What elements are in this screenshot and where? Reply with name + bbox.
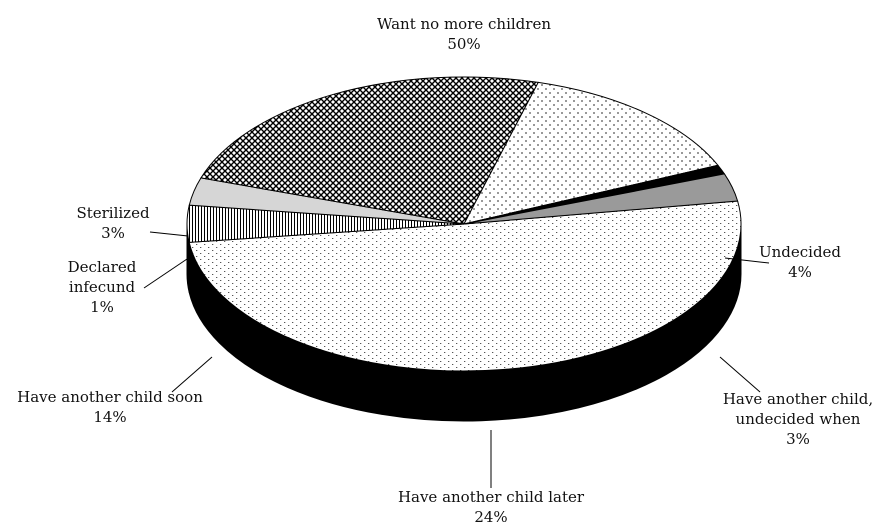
pie-slice-3	[200, 76, 540, 225]
slice-label-1: Undecided 4%	[759, 243, 841, 281]
pie-slice-6	[463, 173, 739, 225]
pie-top	[186, 76, 742, 372]
slice-label-4: Have another child soon 14%	[17, 388, 203, 426]
leader-line-1	[724, 257, 770, 264]
pie-slice-4	[463, 81, 719, 225]
slice-value-1: 4%	[788, 263, 812, 281]
slice-label-6: Sterilized 3%	[76, 204, 150, 242]
leader-line-5	[143, 256, 191, 289]
slice-value-5: 1%	[90, 298, 114, 316]
slice-value-0: 50%	[447, 35, 480, 53]
slice-label-5: Declared infecund 1%	[68, 258, 137, 316]
slice-label-3: Have another child later 24%	[398, 488, 585, 526]
slice-value-4: 14%	[93, 408, 126, 426]
slice-value-2: 3%	[786, 430, 810, 448]
slice-label-0: Want no more children 50%	[377, 15, 551, 53]
leader-line-2	[719, 356, 761, 393]
slice-value-3: 24%	[474, 508, 507, 526]
pie-slice-0	[188, 200, 742, 372]
leader-line-6	[149, 231, 189, 237]
leader-line-4	[171, 356, 213, 393]
pie-labels: Want no more children 50% Undecided 4% Have …	[17, 15, 873, 526]
slice-label-2: Have another child, undecided when 3%	[723, 390, 873, 448]
slice-value-6: 3%	[101, 224, 125, 242]
